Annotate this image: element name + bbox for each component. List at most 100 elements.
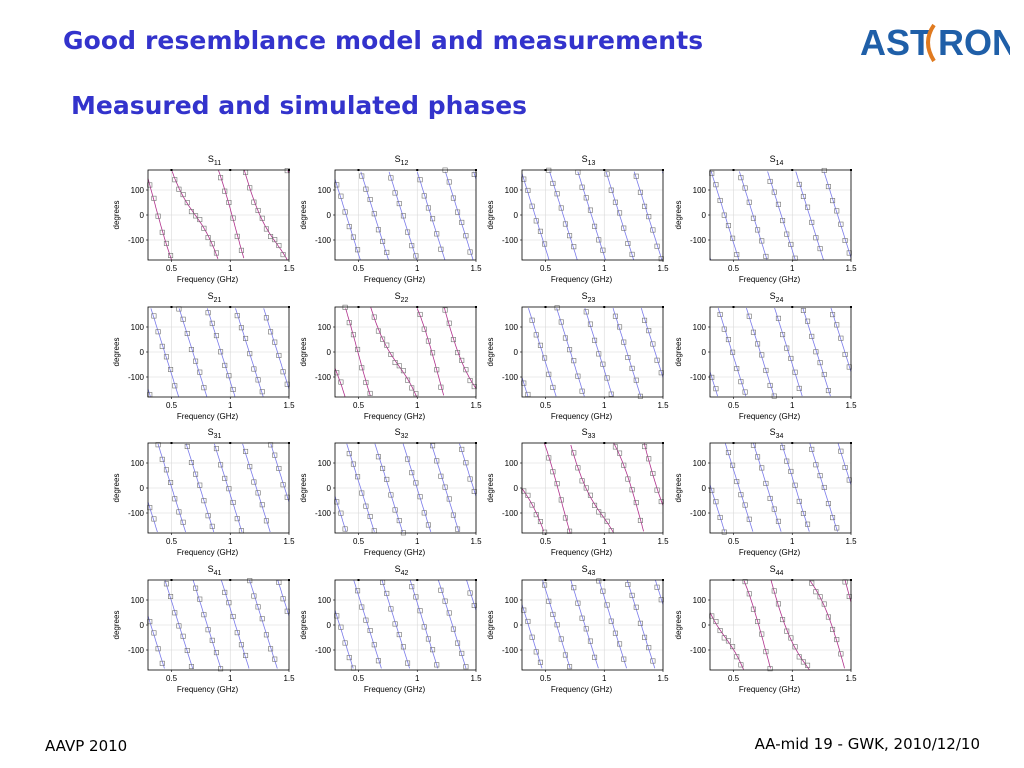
measured-marker (654, 357, 660, 363)
measured-marker (742, 389, 748, 395)
measured-marker (463, 233, 469, 239)
measured-marker (188, 460, 194, 466)
measured-marker (658, 370, 664, 376)
y-tick-label: -100 (502, 236, 519, 245)
measured-marker (629, 365, 635, 371)
y-tick-label: 100 (505, 459, 519, 468)
measured-marker (338, 510, 344, 516)
x-axis-label: Frequency (GHz) (739, 275, 801, 284)
y-tick-label: 100 (318, 459, 332, 468)
measured-marker (172, 177, 178, 183)
measured-marker (400, 368, 406, 374)
measured-marker (813, 589, 819, 595)
measured-marker (176, 186, 182, 192)
measured-marker (642, 444, 648, 450)
measured-marker (838, 335, 844, 341)
measured-marker (734, 479, 740, 485)
measured-marker (642, 634, 648, 640)
measured-marker (272, 656, 278, 662)
measured-marker (284, 494, 290, 500)
y-tick-label: 100 (131, 186, 145, 195)
measured-marker (600, 247, 606, 253)
measured-marker (392, 507, 398, 513)
measured-marker (430, 350, 436, 356)
plot-title-letter: S (770, 154, 776, 164)
measured-marker (621, 225, 627, 231)
measured-marker (205, 627, 211, 633)
measured-marker (792, 644, 798, 650)
measured-marker (625, 582, 631, 588)
measured-marker (405, 377, 411, 383)
measured-marker (438, 473, 444, 479)
measured-marker (184, 647, 190, 653)
measured-marker (168, 594, 174, 600)
measured-marker (222, 475, 228, 481)
measured-marker (159, 456, 165, 462)
measured-marker (355, 346, 361, 352)
measured-marker (247, 578, 253, 584)
measured-marker (587, 638, 593, 644)
measured-marker (562, 515, 568, 521)
plot-title: S44 (770, 564, 784, 577)
tick-mark-top (288, 579, 290, 581)
measured-marker (730, 349, 736, 355)
measured-marker (413, 391, 419, 397)
measured-marker (230, 386, 236, 392)
measured-marker (780, 617, 786, 623)
measured-marker (767, 178, 773, 184)
measured-marker (608, 618, 614, 624)
measured-marker (234, 313, 240, 319)
astron-logo: AST RON (860, 22, 1010, 63)
measured-marker (180, 316, 186, 322)
plot-title-letter: S (395, 564, 401, 574)
tick-mark-top (416, 442, 419, 444)
measured-marker (734, 654, 740, 660)
plot-title-subscript: 31 (214, 433, 222, 440)
measured-marker (596, 578, 602, 584)
measured-marker (193, 471, 199, 477)
measured-marker (455, 209, 461, 215)
tick-mark-top (170, 169, 173, 171)
measured-marker (355, 247, 361, 253)
y-tick-label: 0 (514, 484, 519, 493)
measured-marker (537, 519, 543, 525)
measured-marker (625, 476, 631, 482)
measured-marker (817, 246, 823, 252)
measured-marker (600, 588, 606, 594)
phase-plot-s44: S44 100 0 -100 0.5 1 1.5 Frequency (GHz) degrees (674, 564, 857, 694)
y-tick-label: -100 (690, 646, 707, 655)
plot-title: S24 (770, 291, 784, 304)
y-tick-label: 100 (693, 186, 707, 195)
measured-marker (163, 240, 169, 246)
measured-marker (633, 604, 639, 610)
measured-marker (255, 207, 261, 213)
measured-marker (604, 375, 610, 381)
plot-title-subscript: 34 (776, 433, 784, 440)
plot-title-letter: S (208, 291, 214, 301)
y-tick-label: -100 (690, 373, 707, 382)
measured-marker (650, 227, 656, 233)
measured-marker (392, 360, 398, 366)
measured-marker (197, 596, 203, 602)
tick-mark-top (229, 442, 232, 444)
measured-marker (654, 487, 660, 493)
x-tick-label: 1 (790, 264, 795, 273)
measured-marker (388, 352, 394, 358)
measured-marker (621, 656, 627, 662)
measured-marker (587, 321, 593, 327)
x-tick-label: 1 (790, 674, 795, 683)
plot-title: S22 (395, 291, 409, 304)
measured-marker (546, 598, 552, 604)
plot-title-subscript: 43 (588, 570, 596, 577)
measured-marker (834, 208, 840, 214)
measured-marker (184, 443, 190, 449)
measured-marker (825, 501, 831, 507)
measured-marker (434, 458, 440, 464)
x-tick-label: 1.5 (657, 674, 669, 683)
measured-marker (529, 317, 535, 323)
measured-marker (759, 631, 765, 637)
y-tick-label: 0 (140, 348, 145, 357)
x-axis-label: Frequency (GHz) (177, 685, 239, 694)
measured-marker (838, 448, 844, 454)
measured-marker (650, 470, 656, 476)
